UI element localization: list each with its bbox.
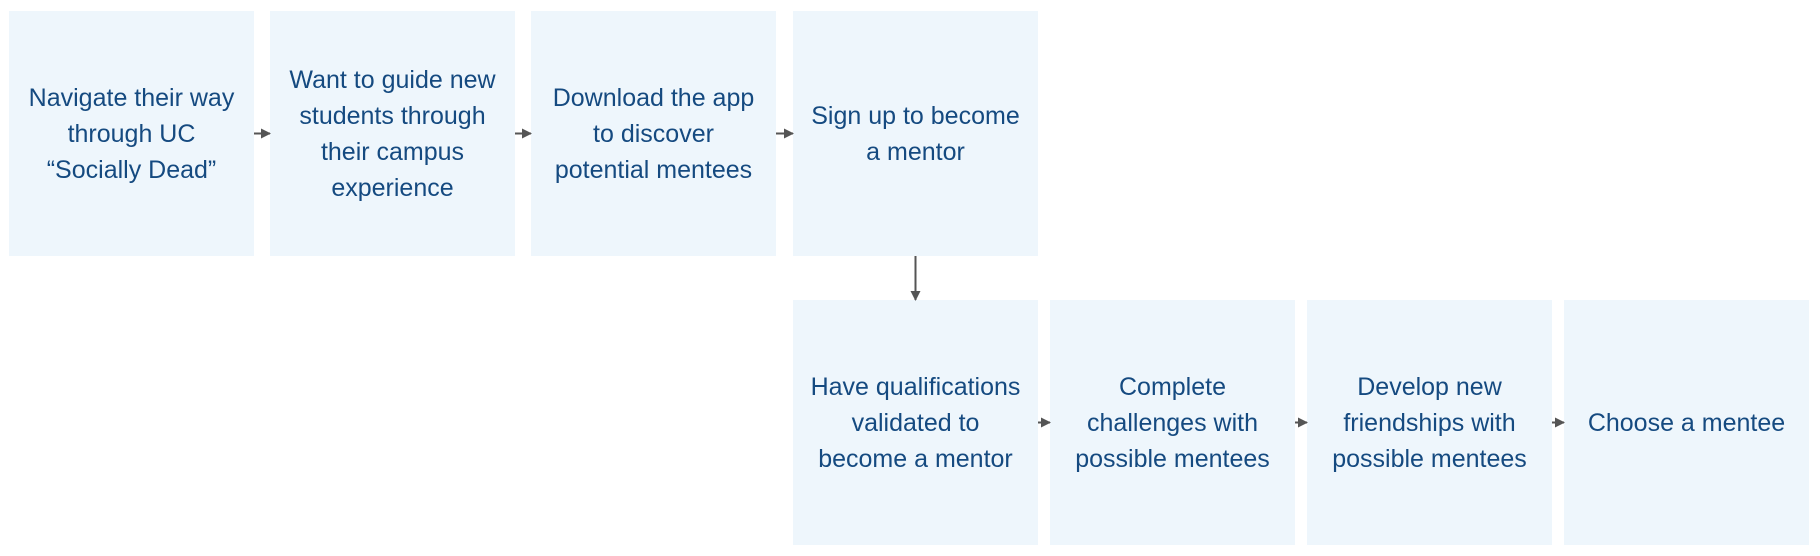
step-label: Navigate their way through UC “Socially … (28, 83, 235, 184)
step-download: Download the app to discover potential m… (531, 11, 776, 256)
step-choose: Choose a mentee (1564, 300, 1809, 545)
step-label: Download the app to discover potential m… (552, 83, 755, 184)
step-label: Complete challenges with possible mentee… (1075, 372, 1270, 473)
step-label: Sign up to become a mentor (811, 101, 1020, 166)
step-challenges: Complete challenges with possible mentee… (1050, 300, 1295, 545)
step-label: Develop new friendships with possible me… (1332, 372, 1527, 473)
step-qualify: Have qualifications validated to become … (793, 300, 1038, 545)
step-label: Want to guide new students through their… (289, 65, 496, 202)
step-guide: Want to guide new students through their… (270, 11, 515, 256)
step-navigate: Navigate their way through UC “Socially … (9, 11, 254, 256)
step-label: Have qualifications validated to become … (810, 372, 1021, 473)
step-friendships: Develop new friendships with possible me… (1307, 300, 1552, 545)
step-label: Choose a mentee (1587, 408, 1786, 437)
step-signup: Sign up to become a mentor (793, 11, 1038, 256)
